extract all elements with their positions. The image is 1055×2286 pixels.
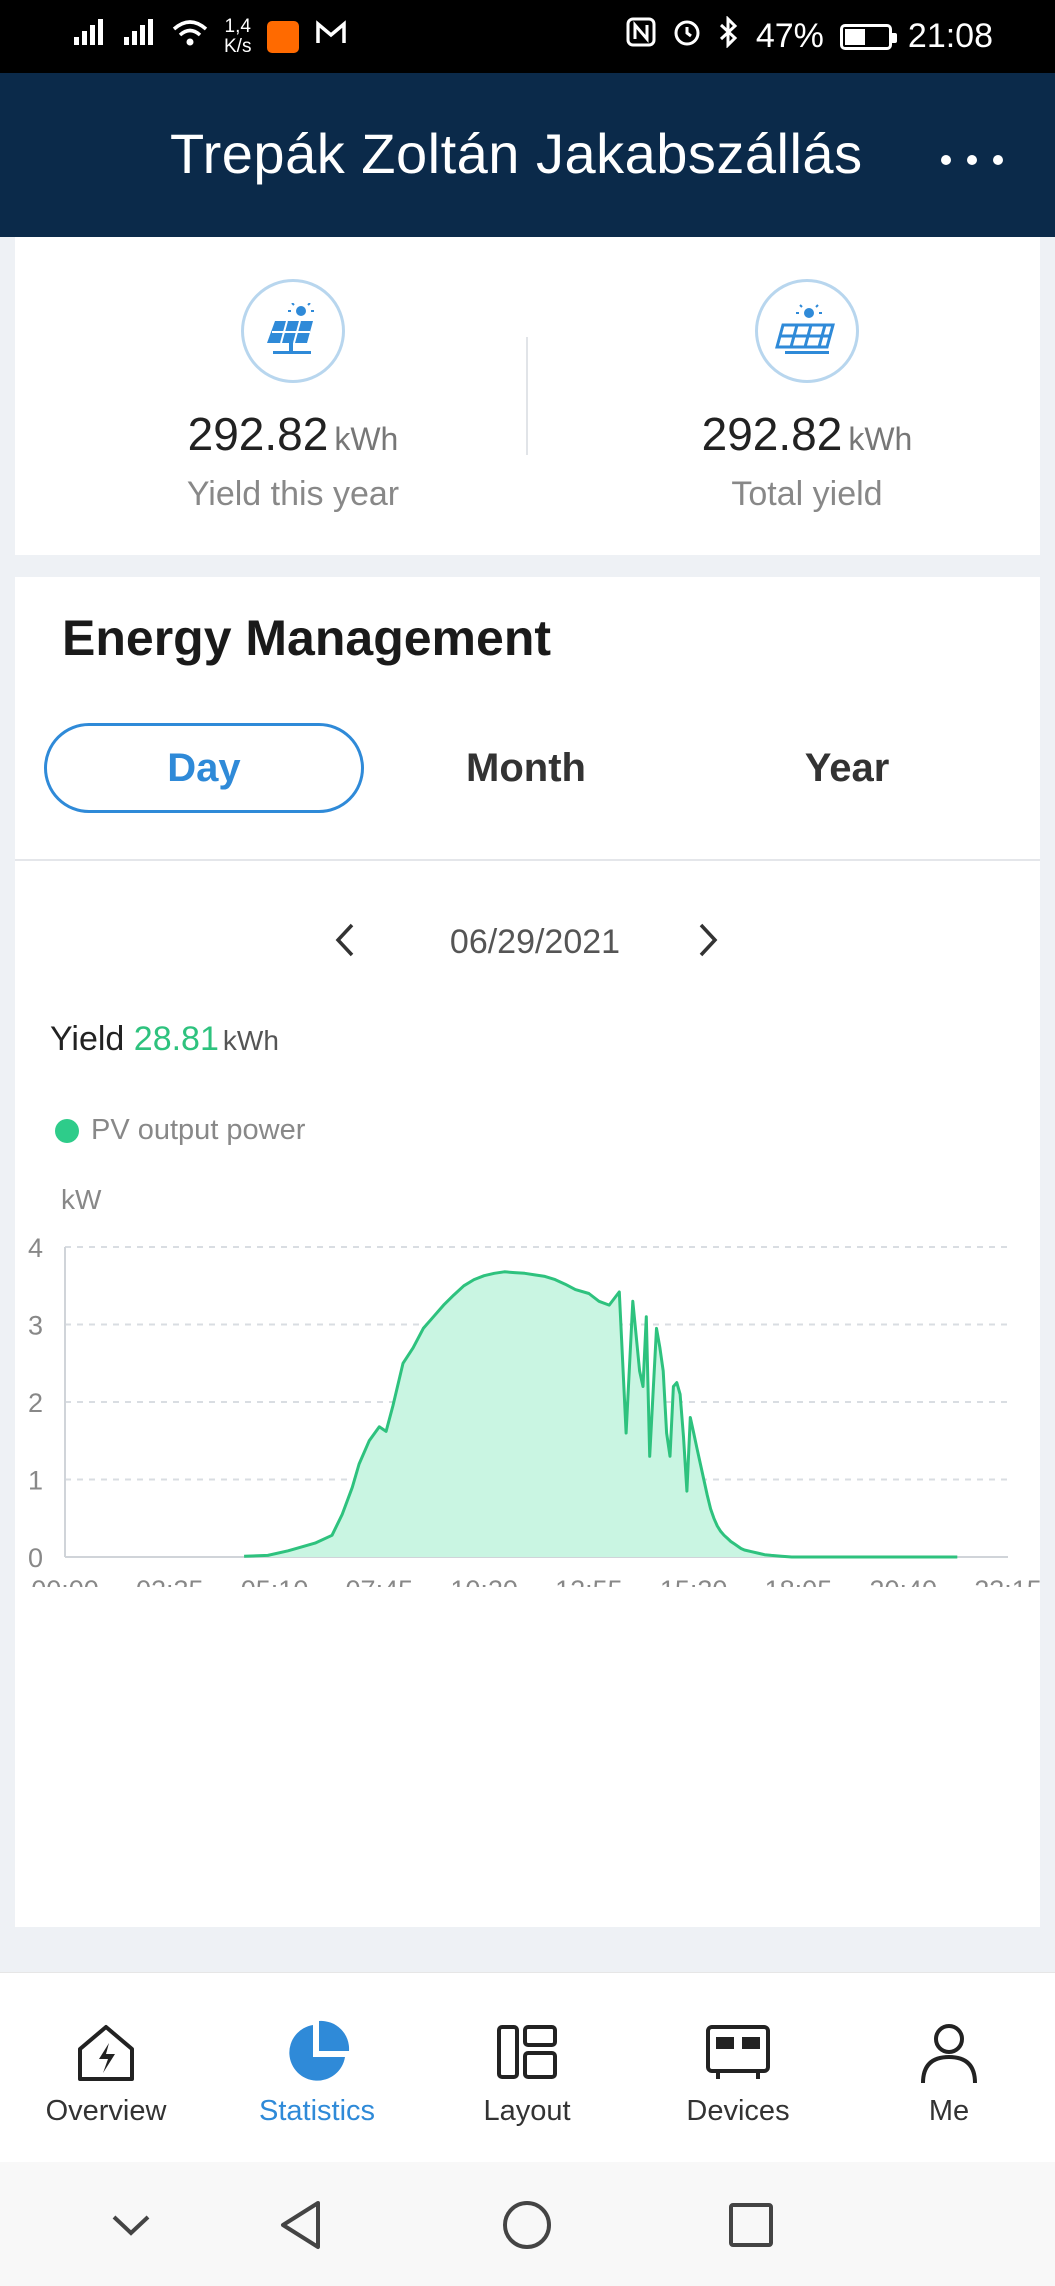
- x-tick-label: 18:05: [765, 1575, 833, 1587]
- layout-icon: [432, 2017, 622, 2089]
- nav-devices-label: Devices: [686, 2095, 790, 2127]
- battery-icon: [839, 23, 897, 50]
- x-tick-label: 23:15: [974, 1575, 1040, 1587]
- yield-this-year-label: Yield this year: [186, 475, 400, 513]
- x-tick-label: 15:30: [660, 1575, 728, 1587]
- x-tick-label: 00:00: [31, 1575, 99, 1587]
- date-display[interactable]: 06/29/2021: [449, 923, 621, 961]
- net-speed: 1,4 K/s: [224, 15, 252, 57]
- chart-legend[interactable]: PV output power: [55, 1114, 305, 1147]
- status-bar: 1,4 K/s 47% 21:08: [0, 0, 1055, 73]
- yield-this-year: 292.82 kWh Yield this year: [83, 279, 503, 514]
- mail-icon: [315, 17, 347, 56]
- chevron-down-icon: [111, 2213, 151, 2242]
- chevron-left-icon: [333, 922, 357, 963]
- x-tick-label: 07:45: [346, 1575, 414, 1587]
- day-yield-unit: kWh: [222, 1025, 279, 1056]
- date-selector: 06/29/2021: [15, 907, 1040, 977]
- more-options-button[interactable]: [939, 133, 1005, 167]
- nav-overview[interactable]: Overview: [11, 2017, 201, 2128]
- signal-icon: [122, 17, 156, 56]
- nav-me-label: Me: [928, 2095, 970, 2127]
- x-tick-label: 12:55: [555, 1575, 623, 1587]
- y-axis-unit-label: kW: [61, 1184, 102, 1215]
- series-area-pv-output: [244, 1271, 958, 1557]
- x-tick-label: 05:10: [241, 1575, 309, 1587]
- bluetooth-icon: [718, 15, 740, 57]
- day-yield-value: 28.81: [133, 1020, 219, 1058]
- y-tick-label: 1: [28, 1466, 43, 1496]
- y-tick-label: 3: [28, 1311, 43, 1341]
- mi-app-icon: [267, 20, 300, 53]
- status-right: 47% 21:08: [626, 15, 993, 57]
- recents-button[interactable]: [716, 2192, 786, 2262]
- tab-month[interactable]: Month: [466, 745, 586, 790]
- overview-icon: [11, 2017, 201, 2089]
- nav-statistics-label: Statistics: [258, 2095, 376, 2127]
- total-yield-label: Total yield: [731, 475, 883, 513]
- yield-summary-card: 292.82 kWh Yield this year 292.82 kWh Tota…: [15, 237, 1040, 555]
- battery-percent: 47%: [755, 17, 824, 55]
- status-left: 1,4 K/s: [72, 15, 347, 57]
- divider: [526, 337, 528, 455]
- bottom-navigation: Overview Statistics Layout Devices Me: [0, 1972, 1055, 2162]
- y-tick-label: 4: [28, 1233, 43, 1263]
- battery-fill: [844, 28, 865, 45]
- alarm-icon: [672, 17, 702, 56]
- recents-square-icon: [727, 2201, 775, 2254]
- nav-layout[interactable]: Layout: [432, 2017, 622, 2128]
- solar-array-icon: [755, 279, 859, 383]
- wifi-icon: [172, 17, 208, 56]
- user-icon: [854, 2017, 1044, 2089]
- day-yield: Yield 28.81 kWh: [50, 1020, 279, 1059]
- home-button[interactable]: [492, 2192, 562, 2262]
- next-date-button[interactable]: [683, 917, 733, 967]
- system-navigation-bar: [0, 2162, 1055, 2286]
- energy-management-card: Energy Management Day Month Year 06/29/2…: [15, 577, 1040, 1927]
- nav-statistics[interactable]: Statistics: [222, 2017, 412, 2128]
- back-button[interactable]: [266, 2192, 336, 2262]
- x-tick-label: 02:35: [136, 1575, 204, 1587]
- tab-year[interactable]: Year: [804, 745, 890, 790]
- signal-icon: [72, 17, 106, 56]
- statistics-icon: [222, 2017, 412, 2089]
- legend-label-pv: PV output power: [91, 1114, 306, 1146]
- nav-overview-label: Overview: [45, 2095, 167, 2127]
- nav-me[interactable]: Me: [854, 2017, 1044, 2128]
- day-yield-label: Yield: [50, 1020, 125, 1058]
- period-tabs: Day Month Year: [44, 723, 1014, 813]
- divider: [15, 859, 1040, 861]
- hide-keyboard-button[interactable]: [96, 2192, 166, 2262]
- more-horizontal-icon: [939, 116, 1005, 179]
- nav-layout-label: Layout: [483, 2095, 571, 2127]
- back-triangle-icon: [278, 2199, 324, 2256]
- pv-output-chart: kW 0 1 2 3 4 00:00 02:35 05:10 07:45 10:20 12:55 15:…: [28, 1184, 1040, 1587]
- section-title: Energy Management: [62, 610, 552, 666]
- home-circle-icon: [501, 2199, 553, 2256]
- yield-this-year-value: 292.82 kWh: [187, 408, 399, 460]
- clock: 21:08: [907, 17, 993, 55]
- x-tick-label: 20:40: [869, 1575, 937, 1587]
- legend-dot-pv: [55, 1118, 79, 1143]
- chevron-right-icon: [696, 922, 720, 963]
- previous-date-button[interactable]: [320, 917, 370, 967]
- page-title: Trepák Zoltán Jakabszállás: [170, 122, 863, 185]
- solar-panel-icon: [241, 279, 345, 383]
- tab-day[interactable]: Day: [44, 723, 364, 813]
- series-line-pv-output: [244, 1270, 958, 1559]
- x-tick-label: 10:20: [450, 1575, 518, 1587]
- y-tick-label: 2: [28, 1388, 43, 1418]
- nfc-icon: [626, 17, 656, 56]
- total-yield: 292.82 kWh Total yield: [597, 279, 1017, 514]
- total-yield-value: 292.82 kWh: [701, 408, 913, 460]
- y-tick-label: 0: [28, 1543, 43, 1573]
- app-header: Trepák Zoltán Jakabszállás: [0, 73, 1055, 237]
- nav-devices[interactable]: Devices: [643, 2017, 833, 2128]
- devices-icon: [643, 2017, 833, 2089]
